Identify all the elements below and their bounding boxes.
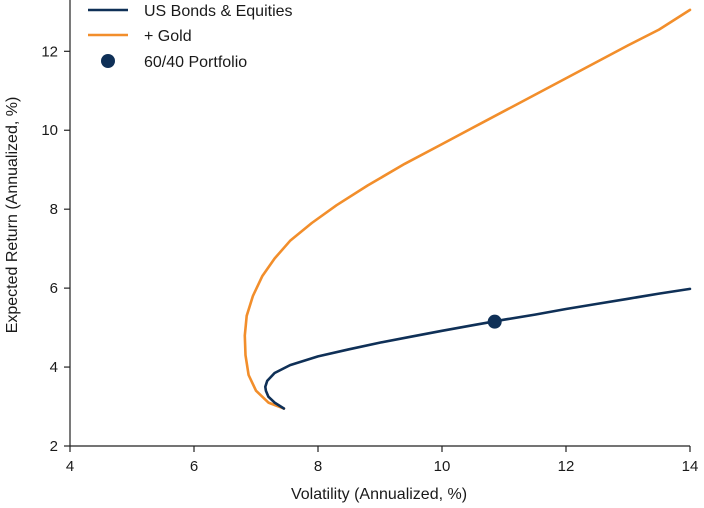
y-tick-label: 8 <box>50 201 58 218</box>
x-tick-label: 14 <box>682 458 699 475</box>
y-axis-label: Expected Return (Annualized, %) <box>4 97 21 334</box>
series-line <box>243 8 692 410</box>
plot-area <box>243 8 692 410</box>
legend: US Bonds & Equities + Gold 60/40 Portfolio <box>88 3 293 71</box>
y-tick-label: 4 <box>50 359 58 376</box>
legend-label: US Bonds & Equities <box>144 3 293 20</box>
x-tick-label: 10 <box>434 458 451 475</box>
x-axis-label: Volatility (Annualized, %) <box>291 486 467 503</box>
x-tick-label: 6 <box>190 458 198 475</box>
x-ticks: 4 6 8 10 12 14 <box>66 446 699 475</box>
legend-swatch <box>101 54 115 68</box>
x-tick-label: 12 <box>558 458 575 475</box>
y-tick-label: 6 <box>50 280 58 297</box>
legend-label: 60/40 Portfolio <box>144 54 247 71</box>
y-tick-label: 10 <box>41 122 58 139</box>
x-tick-label: 4 <box>66 458 74 475</box>
legend-label: + Gold <box>144 28 192 45</box>
series-line <box>264 287 692 410</box>
portfolio-point <box>487 314 502 329</box>
y-tick-label: 2 <box>50 438 58 455</box>
y-tick-label: 12 <box>41 43 58 60</box>
x-tick-label: 8 <box>314 458 322 475</box>
y-ticks: 2 4 6 8 10 12 <box>41 43 70 455</box>
